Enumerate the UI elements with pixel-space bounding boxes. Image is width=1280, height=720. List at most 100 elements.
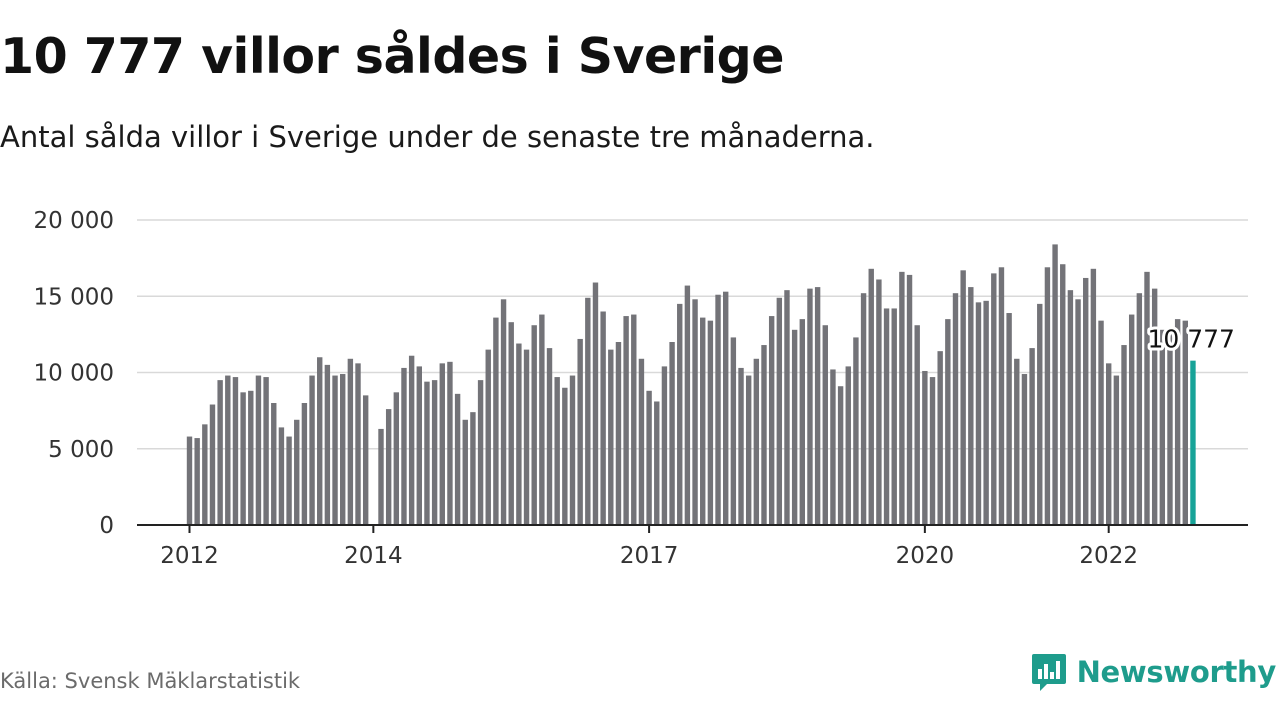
brand-name: Newsworthy xyxy=(1076,655,1277,689)
bar xyxy=(753,358,760,525)
bar xyxy=(738,367,744,525)
bar xyxy=(845,366,851,525)
brand-logo[interactable]: Newsworthy xyxy=(1031,652,1276,692)
bar xyxy=(324,364,331,525)
bar xyxy=(355,363,361,525)
bar xyxy=(431,380,438,525)
bar xyxy=(730,337,737,525)
bar xyxy=(424,381,430,525)
bar xyxy=(263,377,269,525)
source-note: Källa: Svensk Mäklarstatistik xyxy=(0,669,301,693)
bar xyxy=(1136,293,1143,525)
bar xyxy=(707,320,714,525)
chart-subtitle: Antal sålda villor i Sverige under de se… xyxy=(0,120,875,154)
bar xyxy=(899,271,905,525)
bar xyxy=(202,424,208,525)
bar xyxy=(654,401,660,525)
bar xyxy=(623,316,629,525)
bar xyxy=(799,319,805,525)
bar xyxy=(615,342,622,525)
x-axis-ticks: 2012 2014 2017 2020 2022 xyxy=(160,525,1138,569)
bar xyxy=(684,285,691,525)
highlight-annotation: 10 777 xyxy=(1144,322,1237,357)
bar xyxy=(470,412,476,525)
bar xyxy=(975,302,982,525)
y-axis-ticks: 0 5 000 10 000 15 000 20 000 xyxy=(34,208,114,539)
y-tick-label: 20 000 xyxy=(34,208,114,234)
bar xyxy=(569,375,576,525)
bar xyxy=(1075,299,1081,525)
bar xyxy=(1052,244,1058,525)
bar xyxy=(378,428,384,525)
x-tick-label: 2022 xyxy=(1079,543,1138,569)
bar xyxy=(1182,320,1188,525)
bar xyxy=(929,377,936,525)
bar xyxy=(876,279,882,525)
bar xyxy=(868,268,874,525)
bar xyxy=(1014,358,1020,525)
bar xyxy=(700,317,706,525)
bar xyxy=(677,303,683,525)
bar xyxy=(991,273,997,525)
bar xyxy=(1098,320,1104,525)
bar xyxy=(883,308,890,525)
bar xyxy=(669,342,675,525)
bar xyxy=(960,270,966,525)
bar xyxy=(317,357,323,525)
bar xyxy=(1029,348,1035,525)
bar xyxy=(493,317,499,525)
bar xyxy=(477,380,484,525)
bar xyxy=(309,375,315,525)
bar xyxy=(1174,319,1181,525)
bar xyxy=(416,366,422,525)
bar xyxy=(1083,277,1089,525)
bar xyxy=(585,297,591,525)
bar xyxy=(562,387,568,525)
bar xyxy=(385,409,392,525)
bar xyxy=(225,375,231,525)
bar xyxy=(1006,313,1012,525)
bar xyxy=(439,363,445,525)
bar xyxy=(232,377,239,525)
bar xyxy=(814,287,821,525)
chart-title: 10 777 villor såldes i Sverige xyxy=(0,28,784,85)
bar-chart: 0 5 000 10 000 15 000 20 000 2012 2014 2017 202… xyxy=(34,208,1248,569)
bar xyxy=(447,361,453,525)
highlight-bar xyxy=(1190,360,1196,525)
bar xyxy=(554,377,560,525)
bar xyxy=(807,288,813,525)
chart-bars xyxy=(186,244,1196,525)
highlight-value-label: 10 777 xyxy=(1147,325,1234,354)
bar xyxy=(531,325,537,525)
bar xyxy=(937,351,943,525)
bar xyxy=(860,293,867,525)
bar xyxy=(1044,267,1051,525)
y-tick-label: 10 000 xyxy=(34,361,114,387)
bar xyxy=(922,370,928,525)
bar xyxy=(286,436,292,525)
bar xyxy=(240,392,246,525)
bar xyxy=(294,419,300,525)
y-tick-label: 15 000 xyxy=(34,284,114,310)
bar xyxy=(332,375,338,525)
bar xyxy=(983,300,989,525)
bar xyxy=(301,403,308,525)
bar xyxy=(1060,264,1066,525)
x-tick-label: 2020 xyxy=(896,543,955,569)
bar xyxy=(340,374,346,525)
bar xyxy=(830,369,836,525)
bar xyxy=(784,290,790,525)
bar xyxy=(278,427,285,525)
bar xyxy=(638,358,645,525)
bar xyxy=(592,282,599,525)
bar xyxy=(577,338,583,525)
bar xyxy=(768,316,775,525)
bar xyxy=(952,293,959,525)
bar xyxy=(500,299,507,525)
bar xyxy=(745,375,752,525)
bar xyxy=(408,355,415,525)
bar xyxy=(715,294,721,525)
bar xyxy=(1159,329,1166,525)
bar xyxy=(723,291,729,525)
bar xyxy=(776,297,783,525)
